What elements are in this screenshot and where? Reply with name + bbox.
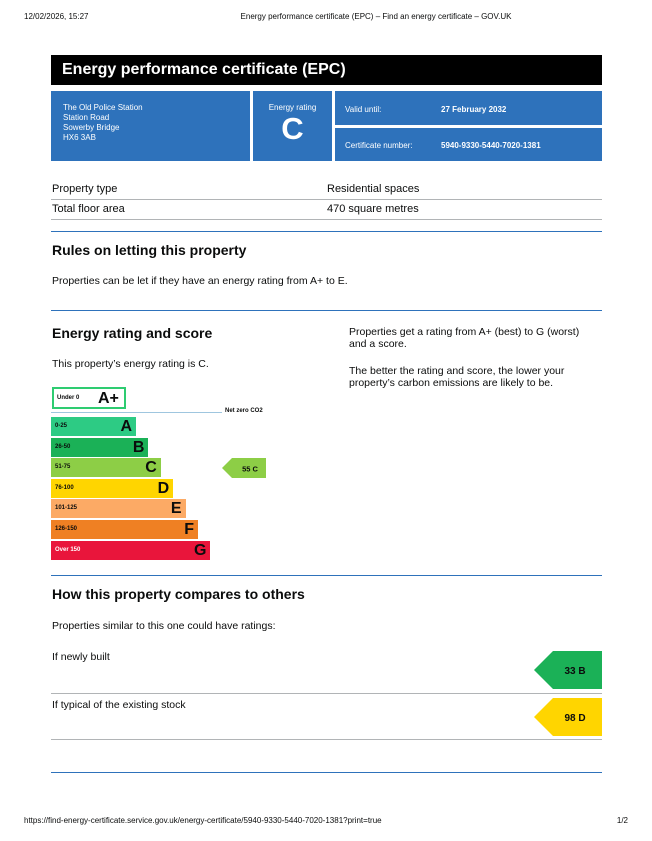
band-row-b: 26-50 B	[51, 437, 149, 457]
band-letter-a: A	[120, 418, 132, 435]
band-range-c: 51-75	[55, 464, 71, 471]
print-date: 12/02/2026, 15:27	[24, 12, 89, 21]
energy-rating-value: C	[281, 111, 304, 146]
compare-row-typical: If typical of the existing stock 98 D	[51, 698, 602, 740]
band-letter-f: F	[184, 521, 194, 538]
band-range-g: Over 150	[55, 546, 81, 553]
address-line-2: Station Road	[63, 113, 110, 122]
rating-heading: Energy rating and score	[52, 325, 213, 341]
section-divider	[51, 772, 602, 773]
property-type-key: Property type	[52, 183, 118, 195]
band-row-d: 76-100 D	[51, 478, 174, 498]
address-box: The Old Police Station Station Road Sowe…	[51, 91, 250, 161]
floor-area-value: 470 square metres	[327, 203, 419, 215]
current-rating-arrow: 55 C	[222, 458, 266, 478]
section-divider	[51, 231, 602, 232]
compare-arrow-new-shape	[534, 651, 602, 689]
band-row-f: 126-150 F	[51, 520, 198, 539]
band-letter-c: C	[145, 459, 157, 477]
rating-explainer-2: The better the rating and score, the low…	[349, 365, 565, 389]
energy-rating-box: Energy rating C	[253, 91, 332, 161]
floor-area-key: Total floor area	[52, 203, 125, 215]
band-row-e: 101-125 E	[51, 499, 186, 519]
energy-rating-label: Energy rating	[268, 103, 317, 112]
print-header: 12/02/2026, 15:27 Energy performance cer…	[0, 12, 652, 26]
compare-arrow-typical-shape	[534, 698, 602, 736]
current-rating-text: 55 C	[242, 465, 258, 474]
net-zero-line	[51, 412, 222, 413]
compare-intro: Properties similar to this one could hav…	[52, 620, 276, 632]
compare-label-new: If newly built	[52, 651, 110, 663]
property-type-row: Property type Residential spaces	[51, 180, 602, 200]
section-divider	[51, 310, 602, 311]
band-row-a: 0-25 A	[51, 417, 136, 436]
current-rating-shape	[222, 458, 266, 478]
floor-area-row: Total floor area 470 square metres	[51, 200, 602, 220]
compare-value-typical: 98 D	[564, 713, 585, 724]
compare-arrow-typical: 98 D	[534, 698, 602, 736]
band-letter-e: E	[170, 500, 182, 518]
band-range-a: 0-25	[55, 423, 68, 429]
valid-until-label: Valid until:	[345, 105, 382, 114]
letting-heading: Rules on letting this property	[52, 242, 247, 258]
band-row-aplus: Under 0 A+	[52, 387, 126, 409]
certificate-number-value: 5940-9330-5440-7020-1381	[441, 141, 541, 150]
band-letter-g: G	[193, 541, 207, 559]
band-letter-aplus: A+	[98, 390, 119, 407]
band-letter-d: D	[157, 479, 170, 497]
band-row-g: Over 150 G	[51, 540, 211, 560]
letting-text: Properties can be let if they have an en…	[52, 275, 348, 287]
band-row-c: 51-75 C	[51, 458, 161, 478]
address-postcode: HX6 3AB	[63, 133, 96, 142]
print-page-number: 1/2	[616, 816, 628, 825]
compare-heading: How this property compares to others	[52, 586, 305, 602]
valid-until-value: 27 February 2032	[441, 105, 507, 114]
page-title: Energy performance certificate (EPC)	[51, 55, 602, 85]
print-url: https://find-energy-certificate.service.…	[24, 816, 382, 825]
band-letter-b: B	[132, 438, 145, 456]
valid-until-box: Valid until: 27 February 2032	[335, 91, 602, 125]
compare-row-new: If newly built 33 B	[51, 650, 602, 694]
print-title: Energy performance certificate (EPC) – F…	[240, 12, 512, 21]
compare-label-typical: If typical of the existing stock	[52, 699, 186, 711]
certificate-number-box: Certificate number: 5940-9330-5440-7020-…	[335, 128, 602, 161]
band-range-d: 76-100	[55, 484, 74, 491]
property-type-value: Residential spaces	[327, 183, 420, 195]
rating-explainer-1: Properties get a rating from A+ (best) t…	[349, 326, 580, 350]
rating-intro: This property’s energy rating is C.	[52, 358, 209, 370]
band-range-f: 126-150	[55, 526, 78, 532]
section-divider	[51, 575, 602, 576]
compare-value-new: 33 B	[564, 666, 585, 677]
address-line-3: Sowerby Bridge	[63, 123, 120, 132]
certificate-number-label: Certificate number:	[345, 141, 413, 150]
net-zero-label: Net zero CO2	[225, 408, 263, 414]
band-range-b: 26-50	[55, 443, 71, 450]
address-line-1: The Old Police Station	[63, 103, 143, 112]
band-range-aplus: Under 0	[57, 395, 80, 401]
compare-arrow-new: 33 B	[534, 651, 602, 689]
band-range-e: 101-125	[55, 505, 78, 512]
